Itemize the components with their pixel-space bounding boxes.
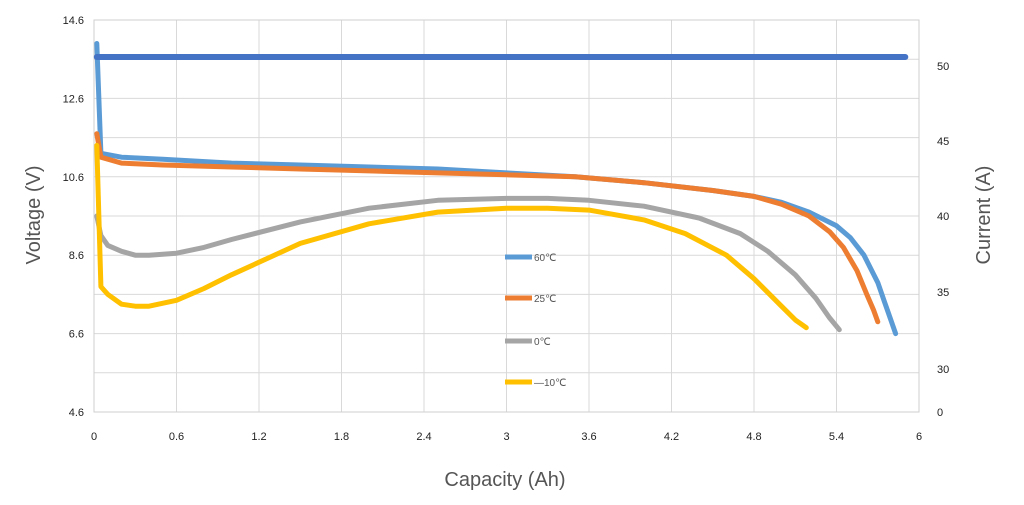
series-line-3 — [94, 142, 809, 331]
x-tick-label: 0 — [91, 431, 97, 443]
y-left-tick-label: 12.6 — [63, 93, 84, 105]
y-right-tick-label: 35 — [937, 287, 949, 299]
y-right-tick-label: 0 — [937, 407, 943, 419]
x-tick-label: 0.6 — [169, 431, 184, 443]
y-axis-left-title: Voltage (V) — [23, 166, 45, 265]
y-left-tick-label: 10.6 — [63, 172, 84, 184]
tick-labels: 0 0.6 1.2 1.8 2.4 3 3.6 4.2 4.8 5.4 6 4.6 6.6 8.6 10.6… — [63, 15, 950, 443]
y-right-tick-label: 40 — [937, 211, 949, 223]
y-left-tick-label: 4.6 — [69, 407, 84, 419]
series-line-0 — [94, 41, 899, 337]
x-tick-label: 1.8 — [334, 431, 349, 443]
x-tick-label: 3 — [503, 431, 509, 443]
y-left-tick-label: 14.6 — [63, 15, 84, 27]
x-axis-title: Capacity (Ah) — [444, 469, 565, 491]
y-left-tick-label: 8.6 — [69, 250, 84, 262]
legend-label-25: 25℃ — [534, 294, 556, 305]
x-tick-label: 1.2 — [251, 431, 266, 443]
x-tick-label: 3.6 — [581, 431, 596, 443]
legend-label-neg10: —10℃ — [534, 378, 566, 389]
x-tick-label: 2.4 — [416, 431, 431, 443]
x-tick-label: 5.4 — [829, 431, 844, 443]
y-right-tick-label: 45 — [937, 136, 949, 148]
series-line-2 — [94, 195, 842, 333]
legend-label-60: 60℃ — [534, 253, 556, 264]
x-tick-label: 4.2 — [664, 431, 679, 443]
y-axis-right-title: Current (A) — [973, 166, 995, 265]
y-right-tick-label: 50 — [937, 61, 949, 73]
legend-label-0: 0℃ — [534, 337, 551, 348]
x-tick-label: 4.8 — [746, 431, 761, 443]
y-right-tick-label: 30 — [937, 364, 949, 376]
plot-frame — [93, 19, 920, 413]
legend: 60℃ 25℃ 0℃ —10℃ — [505, 253, 566, 389]
series-line-1 — [94, 131, 881, 325]
series-lines — [93, 41, 909, 337]
grid-lines — [93, 19, 920, 413]
y-left-tick-label: 6.6 — [69, 329, 84, 341]
x-tick-label: 6 — [916, 431, 922, 443]
